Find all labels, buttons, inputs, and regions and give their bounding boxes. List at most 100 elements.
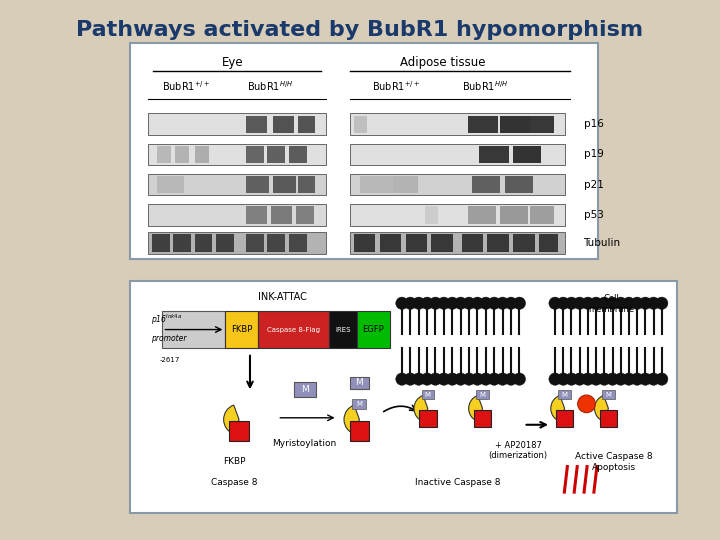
Bar xyxy=(157,146,171,163)
Circle shape xyxy=(404,373,416,386)
Text: Active Caspase 8
Apoptosis: Active Caspase 8 Apoptosis xyxy=(575,452,653,471)
Text: FKBP: FKBP xyxy=(222,457,246,466)
Circle shape xyxy=(574,297,586,309)
Circle shape xyxy=(496,297,509,309)
Bar xyxy=(513,146,541,163)
Circle shape xyxy=(590,297,602,309)
Circle shape xyxy=(582,373,594,386)
Circle shape xyxy=(598,373,611,386)
Text: Caspase 8: Caspase 8 xyxy=(211,478,257,487)
Text: INK-ATTAC: INK-ATTAC xyxy=(258,292,307,302)
Text: M: M xyxy=(425,392,431,397)
Circle shape xyxy=(496,373,509,386)
Circle shape xyxy=(557,297,570,309)
Text: FKBP: FKBP xyxy=(231,325,253,334)
Text: BubR1$^{H/H}$: BubR1$^{H/H}$ xyxy=(462,79,508,93)
Circle shape xyxy=(513,297,526,309)
Bar xyxy=(229,421,249,441)
Text: Cell
membrane: Cell membrane xyxy=(588,294,634,314)
Circle shape xyxy=(421,373,433,386)
Text: M: M xyxy=(356,379,364,388)
Circle shape xyxy=(656,297,668,309)
Bar xyxy=(392,176,418,193)
Bar xyxy=(500,206,528,224)
Circle shape xyxy=(396,373,408,386)
Bar xyxy=(354,116,366,133)
Text: p21: p21 xyxy=(583,180,603,190)
Text: Myristoylation: Myristoylation xyxy=(273,439,337,448)
Bar xyxy=(419,410,436,427)
Bar xyxy=(349,174,564,195)
Bar xyxy=(148,144,326,165)
Circle shape xyxy=(615,297,627,309)
Circle shape xyxy=(488,297,500,309)
Circle shape xyxy=(656,373,668,386)
Bar xyxy=(539,234,559,252)
Bar xyxy=(360,176,392,193)
Bar xyxy=(174,234,191,252)
Circle shape xyxy=(647,297,660,309)
Bar xyxy=(289,234,307,252)
Bar xyxy=(431,234,453,252)
Bar xyxy=(148,204,326,226)
Bar xyxy=(349,204,564,226)
Bar xyxy=(352,399,366,409)
Bar xyxy=(148,113,326,135)
Bar xyxy=(556,410,573,427)
Bar xyxy=(513,234,535,252)
Bar xyxy=(258,311,329,348)
Bar xyxy=(421,390,434,399)
Bar xyxy=(474,410,491,427)
Bar xyxy=(379,234,401,252)
Circle shape xyxy=(615,373,627,386)
Bar xyxy=(289,146,307,163)
Bar xyxy=(175,146,189,163)
Bar xyxy=(216,234,234,252)
Circle shape xyxy=(429,297,441,309)
Circle shape xyxy=(421,297,433,309)
Circle shape xyxy=(549,297,561,309)
Bar xyxy=(602,390,615,399)
Text: M: M xyxy=(606,392,611,397)
Circle shape xyxy=(463,297,475,309)
Bar xyxy=(405,234,427,252)
Circle shape xyxy=(413,297,425,309)
Bar xyxy=(356,311,390,348)
Bar xyxy=(468,206,496,224)
Circle shape xyxy=(480,297,492,309)
Text: Eye: Eye xyxy=(222,56,243,69)
Circle shape xyxy=(454,373,467,386)
Text: EGFP: EGFP xyxy=(362,325,384,334)
Circle shape xyxy=(639,373,652,386)
Circle shape xyxy=(647,373,660,386)
Circle shape xyxy=(639,297,652,309)
Bar xyxy=(505,176,533,193)
Bar xyxy=(130,43,598,259)
Circle shape xyxy=(429,373,441,386)
Circle shape xyxy=(590,373,602,386)
Text: M: M xyxy=(480,392,485,397)
Text: IRES: IRES xyxy=(336,327,351,333)
Bar xyxy=(246,176,269,193)
Bar xyxy=(194,234,212,252)
Text: p53: p53 xyxy=(583,210,603,220)
Bar xyxy=(476,390,489,399)
Circle shape xyxy=(565,373,577,386)
Bar xyxy=(349,232,564,254)
Bar xyxy=(472,176,500,193)
Text: p16: p16 xyxy=(583,119,603,129)
Text: BubR1$^{+/+}$: BubR1$^{+/+}$ xyxy=(372,79,420,93)
Circle shape xyxy=(438,373,450,386)
Circle shape xyxy=(574,373,586,386)
Bar xyxy=(297,176,315,193)
Bar xyxy=(350,376,369,389)
Wedge shape xyxy=(224,405,239,434)
Bar xyxy=(267,234,285,252)
Text: BubR1$^{+/+}$: BubR1$^{+/+}$ xyxy=(161,79,210,93)
Bar xyxy=(297,116,315,133)
Bar xyxy=(468,116,498,133)
Circle shape xyxy=(623,373,635,386)
Bar xyxy=(329,311,356,348)
Bar xyxy=(152,234,170,252)
Circle shape xyxy=(513,373,526,386)
